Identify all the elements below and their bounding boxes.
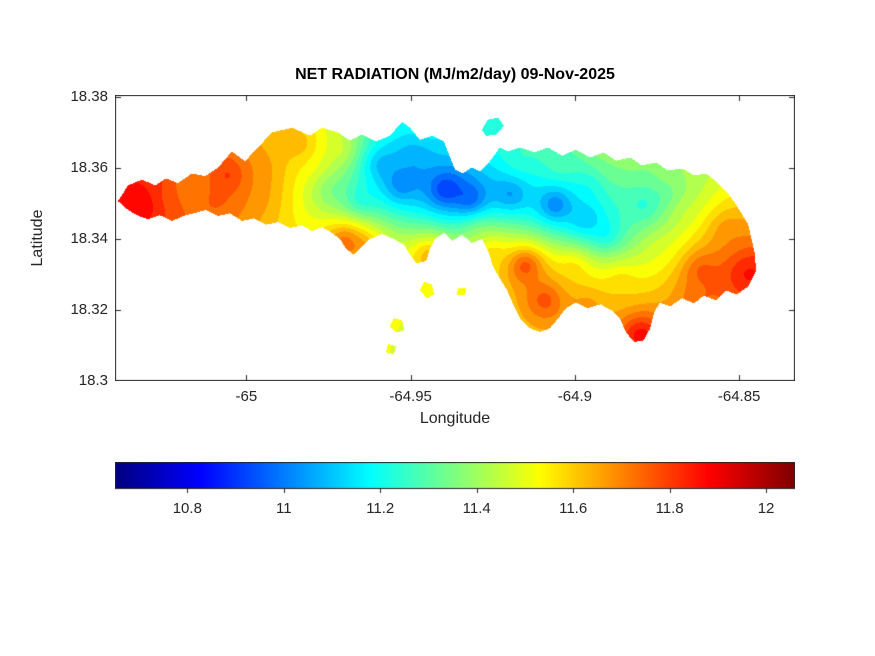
colorbar-tick-label: 10.8 <box>172 500 202 517</box>
y-tick-label: 18.3 <box>78 372 108 389</box>
colorbar-tick-label: 11.4 <box>462 500 491 517</box>
chart-title: NET RADIATION (MJ/m2/day) 09-Nov-2025 <box>295 66 615 83</box>
y-axis-label: Latitude <box>29 209 46 267</box>
x-tick-label: -64.85 <box>717 388 761 405</box>
x-tick-label: -65 <box>235 388 258 405</box>
y-tick-label: 18.38 <box>70 88 108 106</box>
x-tick-label: -64.95 <box>389 388 432 405</box>
colorbar-tick-label: 11.6 <box>559 500 588 517</box>
colorbar-tick-label: 11.8 <box>655 500 684 517</box>
y-tick-label: 18.36 <box>70 159 108 177</box>
y-tick-label: 18.32 <box>70 301 108 319</box>
x-tick-label: -64.9 <box>557 388 592 405</box>
colorbar <box>115 462 795 496</box>
colorbar-tick-label: 11.2 <box>366 500 395 517</box>
colorbar-tick-label: 11 <box>275 500 292 517</box>
y-tick-label: 18.34 <box>70 230 108 248</box>
contour-map-canvas <box>115 95 795 381</box>
x-axis-label: Longitude <box>419 410 491 427</box>
colorbar-tick-label: 12 <box>757 500 775 517</box>
